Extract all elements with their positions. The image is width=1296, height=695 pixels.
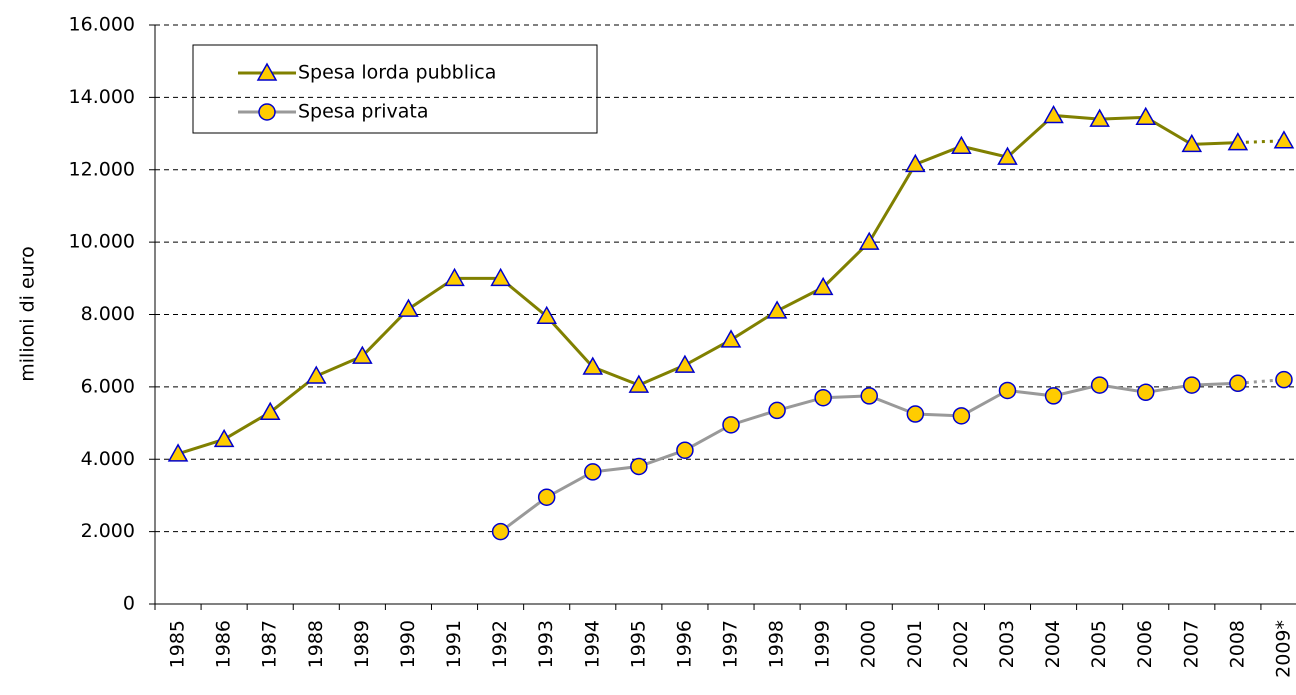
- y-axis-label: milioni di euro: [17, 246, 39, 381]
- marker: [1044, 387, 1063, 405]
- marker: [352, 345, 373, 364]
- marker: [213, 428, 235, 448]
- legend-label: Spesa privata: [298, 101, 429, 123]
- marker: [952, 407, 971, 425]
- x-tick-label: 1985: [167, 620, 189, 668]
- marker: [256, 62, 278, 81]
- marker: [812, 276, 834, 296]
- marker: [1135, 106, 1157, 126]
- marker: [860, 387, 878, 405]
- marker: [1275, 370, 1293, 389]
- x-tick-label: 2003: [996, 620, 1018, 668]
- x-tick-label: 1988: [305, 620, 327, 668]
- x-tick-label: 1993: [535, 620, 557, 668]
- marker: [858, 231, 880, 250]
- marker: [444, 267, 465, 287]
- marker: [536, 305, 557, 325]
- marker: [674, 354, 696, 373]
- marker: [1273, 130, 1295, 149]
- x-tick-label: 2004: [1042, 620, 1064, 668]
- x-tick-label: 2007: [1180, 620, 1202, 668]
- marker: [1183, 376, 1201, 394]
- x-tick-label: 1987: [259, 620, 281, 668]
- marker: [951, 135, 972, 154]
- x-tick-label: 2002: [950, 620, 972, 668]
- x-tick-label: 1999: [812, 620, 834, 668]
- marker: [1043, 104, 1064, 124]
- marker: [628, 374, 650, 393]
- marker: [720, 329, 742, 348]
- marker: [582, 356, 604, 375]
- marker: [1181, 133, 1203, 153]
- x-tick-label: 1996: [673, 620, 695, 668]
- marker: [584, 463, 602, 481]
- y-tick-label: 14.000: [69, 86, 135, 108]
- x-tick-label: 2001: [904, 620, 926, 668]
- marker: [630, 457, 648, 476]
- marker: [676, 441, 694, 459]
- x-tick-label: 1998: [766, 620, 788, 668]
- x-tick-label: 1986: [213, 620, 235, 668]
- marker: [1229, 374, 1247, 393]
- x-tick-label: 1992: [489, 620, 511, 668]
- y-tick-label: 6.000: [81, 375, 135, 397]
- x-tick-label: 2009*: [1272, 620, 1294, 678]
- marker: [1136, 383, 1155, 402]
- x-tick-label: 1990: [397, 620, 419, 668]
- x-tick-label: 2008: [1226, 620, 1248, 668]
- marker: [722, 416, 740, 434]
- marker: [814, 388, 832, 407]
- marker: [998, 381, 1017, 400]
- marker: [258, 103, 276, 121]
- line: [499, 381, 1238, 533]
- marker: [491, 522, 510, 541]
- x-tick-label: 1997: [720, 620, 742, 668]
- x-tick-label: 1989: [351, 620, 373, 668]
- y-tick-label: 2.000: [81, 520, 135, 542]
- marker: [167, 443, 189, 462]
- legend-label: Spesa lorda pubblica: [298, 62, 496, 84]
- marker: [398, 298, 419, 317]
- marker: [490, 267, 511, 287]
- marker: [906, 405, 925, 423]
- y-tick-label: 8.000: [81, 303, 135, 325]
- x-tick-label: 2000: [858, 620, 880, 668]
- marker: [537, 488, 556, 506]
- line: [177, 113, 1238, 456]
- y-tick-label: 16.000: [69, 14, 135, 36]
- marker: [1090, 376, 1109, 394]
- x-tick-label: 1991: [443, 620, 465, 668]
- y-tick-label: 4.000: [81, 448, 135, 470]
- y-tick-label: 12.000: [69, 158, 135, 180]
- marker: [1227, 132, 1249, 151]
- x-tick-label: 2006: [1134, 620, 1156, 668]
- marker: [259, 401, 281, 420]
- marker: [1089, 108, 1110, 127]
- line-estimate: [1237, 139, 1285, 145]
- marker: [905, 153, 926, 173]
- marker: [768, 401, 786, 420]
- marker: [305, 365, 327, 384]
- x-tick-label: 1995: [627, 620, 649, 668]
- marker: [766, 300, 788, 319]
- x-tick-label: 1994: [581, 620, 603, 668]
- x-tick-label: 2005: [1088, 620, 1110, 668]
- y-tick-label: 0: [123, 593, 135, 615]
- y-tick-label: 10.000: [69, 231, 135, 253]
- marker: [997, 146, 1018, 165]
- legend-box: [192, 44, 598, 134]
